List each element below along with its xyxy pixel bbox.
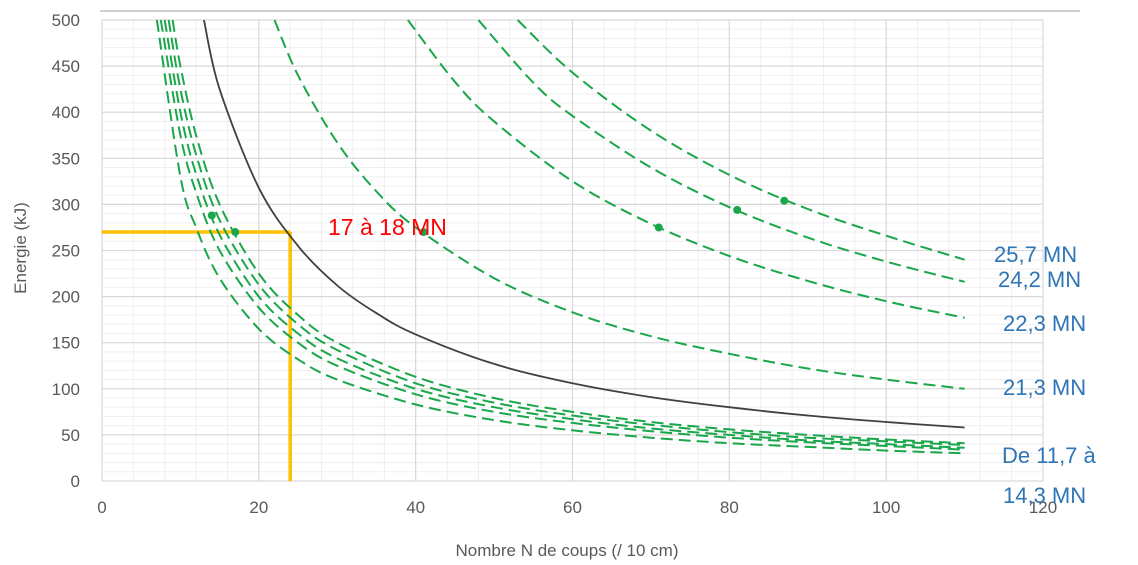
data-point-marker xyxy=(419,228,428,237)
y-tick-label: 400 xyxy=(52,103,80,122)
dashed-curve-8 xyxy=(477,19,965,283)
data-point-marker xyxy=(207,211,216,220)
y-tick-label: 300 xyxy=(52,195,80,214)
data-point-marker xyxy=(231,228,240,237)
y-axis-title: Energie (kJ) xyxy=(11,202,30,294)
dashed-curve-2 xyxy=(167,19,965,446)
x-tick-label: 0 xyxy=(97,498,106,517)
x-tick-label: 60 xyxy=(563,498,582,517)
x-tick-label: 120 xyxy=(1029,498,1057,517)
annotation-blue-3: 22,3 MN xyxy=(1003,311,1086,336)
dashed-curve-7 xyxy=(407,19,965,319)
x-tick-label: 100 xyxy=(872,498,900,517)
y-tick-label: 250 xyxy=(52,242,80,261)
y-tick-labels: 0 50 100 150 200 250 300 350 400 450 500 xyxy=(52,11,80,491)
y-tick-label: 500 xyxy=(52,11,80,30)
y-tick-label: 100 xyxy=(52,380,80,399)
dashed-curve-3 xyxy=(163,19,965,449)
y-tick-label: 0 xyxy=(71,472,80,491)
series-group xyxy=(155,19,965,455)
dashed-curve-6 xyxy=(273,19,965,390)
dashed-curve-4 xyxy=(159,19,965,451)
annotation-blue-4: 21,3 MN xyxy=(1003,375,1086,400)
annotation-blue-5: De 11,7 à xyxy=(1002,443,1097,468)
guide-lines xyxy=(102,230,292,481)
x-tick-label: 20 xyxy=(249,498,268,517)
annotation-blue-2: 24,2 MN xyxy=(998,267,1081,292)
x-tick-label: 40 xyxy=(406,498,425,517)
data-point-marker xyxy=(654,223,663,232)
y-tick-label: 50 xyxy=(61,426,80,445)
x-tick-labels: 0 20 40 60 80 100 120 xyxy=(97,498,1057,517)
y-tick-label: 450 xyxy=(52,57,80,76)
annotation-blue-1: 25,7 MN xyxy=(994,242,1077,267)
markers-group xyxy=(207,196,789,237)
dashed-curve-9 xyxy=(516,19,965,261)
data-point-marker xyxy=(733,205,742,214)
dashed-curve-5 xyxy=(155,19,965,455)
x-tick-label: 80 xyxy=(720,498,739,517)
annotation-blue-6: 14,3 MN xyxy=(1003,483,1086,508)
major-grid xyxy=(101,19,1044,482)
dashed-curve-1 xyxy=(171,19,965,445)
y-tick-label: 200 xyxy=(52,288,80,307)
reference-curve xyxy=(203,19,965,429)
y-tick-label: 150 xyxy=(52,334,80,353)
y-tick-label: 350 xyxy=(52,149,80,168)
annotation-red: 17 à 18 MN xyxy=(328,214,447,240)
data-point-marker xyxy=(780,196,789,205)
x-axis-title: Nombre N de coups (/ 10 cm) xyxy=(456,541,679,560)
